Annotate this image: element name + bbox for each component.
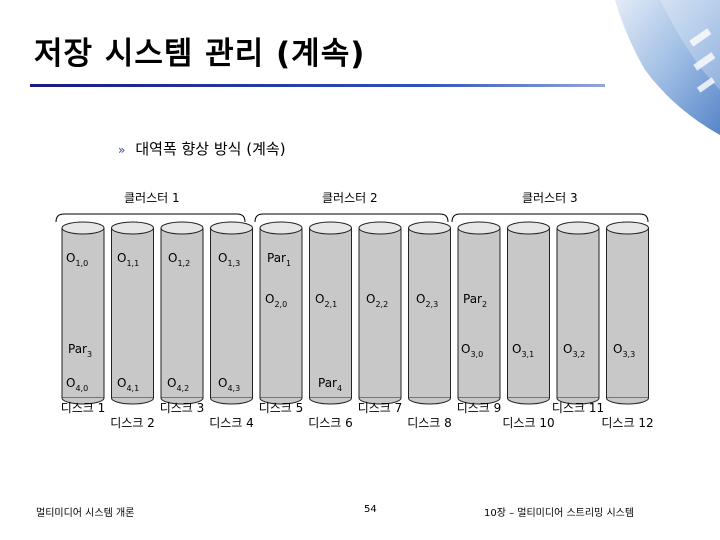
disk-top-11 xyxy=(556,221,600,235)
object-label-row2-0: O2,0 xyxy=(265,292,287,309)
disk-bottom-1 xyxy=(61,397,105,405)
disk-label-5: 디스크 5 xyxy=(259,401,304,415)
disk-top-7 xyxy=(358,221,402,235)
disk-label-4: 디스크 4 xyxy=(209,416,254,430)
object-label-row3-1: O3,0 xyxy=(461,342,483,359)
disk-bottom-10 xyxy=(507,397,550,405)
object-label-row2-3: O2,3 xyxy=(416,292,438,309)
disk-top-8 xyxy=(408,221,451,235)
cluster-label-2: 클러스터 2 xyxy=(322,191,378,205)
bullet-text: 대역폭 향상 방식 (계속) xyxy=(135,140,286,158)
object-label-row1-2: O1,2 xyxy=(168,251,190,268)
disk-label-8: 디스크 8 xyxy=(407,416,452,430)
object-label-row4-2: O4,2 xyxy=(167,376,189,393)
disk-top-2 xyxy=(111,221,154,235)
disk-bottom-9 xyxy=(457,397,501,405)
object-label-row1-1: O1,1 xyxy=(117,251,139,268)
disk-body-10 xyxy=(507,227,550,399)
object-label-row1-4: Par1 xyxy=(267,251,291,268)
decorative-corner-graphic xyxy=(605,0,720,140)
disk-body-7 xyxy=(358,227,402,399)
disk-label-11: 디스크 11 xyxy=(552,401,604,415)
object-label-row3-2: O3,1 xyxy=(512,342,534,359)
disk-bottom-5 xyxy=(259,397,303,405)
disk-body-6 xyxy=(309,227,352,399)
disk-body-8 xyxy=(408,227,451,399)
object-label-row2-2: O2,2 xyxy=(366,292,388,309)
object-label-row2-1: O2,1 xyxy=(315,292,337,309)
cluster-brace-3 xyxy=(451,213,649,223)
disk-label-2: 디스크 2 xyxy=(110,416,155,430)
object-label-row2-4: Par2 xyxy=(463,292,487,309)
disk-body-4 xyxy=(210,227,253,399)
disk-label-1: 디스크 1 xyxy=(61,401,106,415)
object-label-row3-3: O3,2 xyxy=(563,342,585,359)
disk-top-4 xyxy=(210,221,253,235)
page-title: 저장 시스템 관리 (계속) xyxy=(34,36,366,72)
object-label-row4-4: Par4 xyxy=(318,376,342,393)
disk-top-3 xyxy=(160,221,204,235)
disk-body-3 xyxy=(160,227,204,399)
disk-label-10: 디스크 10 xyxy=(502,416,554,430)
disk-body-11 xyxy=(556,227,600,399)
disk-bottom-8 xyxy=(408,397,451,405)
disk-body-5 xyxy=(259,227,303,399)
cluster-label-3: 클러스터 3 xyxy=(522,191,578,205)
disk-label-6: 디스크 6 xyxy=(308,416,353,430)
footer-page-number: 54 xyxy=(364,504,377,515)
disk-bottom-11 xyxy=(556,397,600,405)
object-label-row4-0: O4,0 xyxy=(66,376,88,393)
disk-top-10 xyxy=(507,221,550,235)
title-underline xyxy=(30,84,675,87)
object-label-row4-1: O4,1 xyxy=(117,376,139,393)
disk-label-7: 디스크 7 xyxy=(358,401,403,415)
cluster-label-1: 클러스터 1 xyxy=(124,191,180,205)
disk-bottom-4 xyxy=(210,397,253,405)
disk-bottom-7 xyxy=(358,397,402,405)
bullet-item: » 대역폭 향상 방식 (계속) xyxy=(118,138,286,159)
disk-bottom-2 xyxy=(111,397,154,405)
disk-label-3: 디스크 3 xyxy=(160,401,205,415)
footer-chapter-title: 10장 – 멀티미디어 스트리밍 시스템 xyxy=(484,508,635,519)
object-label-row3-0: Par3 xyxy=(68,342,92,359)
disk-body-12 xyxy=(606,227,649,399)
disk-bottom-12 xyxy=(606,397,649,405)
disk-label-12: 디스크 12 xyxy=(601,416,653,430)
disk-top-9 xyxy=(457,221,501,235)
object-label-row3-4: O3,3 xyxy=(613,342,635,359)
disk-bottom-6 xyxy=(309,397,352,405)
object-label-row1-3: O1,3 xyxy=(218,251,240,268)
disk-top-6 xyxy=(309,221,352,235)
cluster-brace-2 xyxy=(254,213,449,223)
bullet-marker: » xyxy=(118,143,126,157)
disk-top-1 xyxy=(61,221,105,235)
object-label-row4-3: O4,3 xyxy=(218,376,240,393)
disk-bottom-3 xyxy=(160,397,204,405)
disk-top-12 xyxy=(606,221,649,235)
disk-top-5 xyxy=(259,221,303,235)
disk-label-9: 디스크 9 xyxy=(457,401,502,415)
disk-body-9 xyxy=(457,227,501,399)
cluster-brace-1 xyxy=(55,213,246,223)
footer-course-title: 멀티미디어 시스템 개론 xyxy=(36,508,135,519)
object-label-row1-0: O1,0 xyxy=(66,251,88,268)
